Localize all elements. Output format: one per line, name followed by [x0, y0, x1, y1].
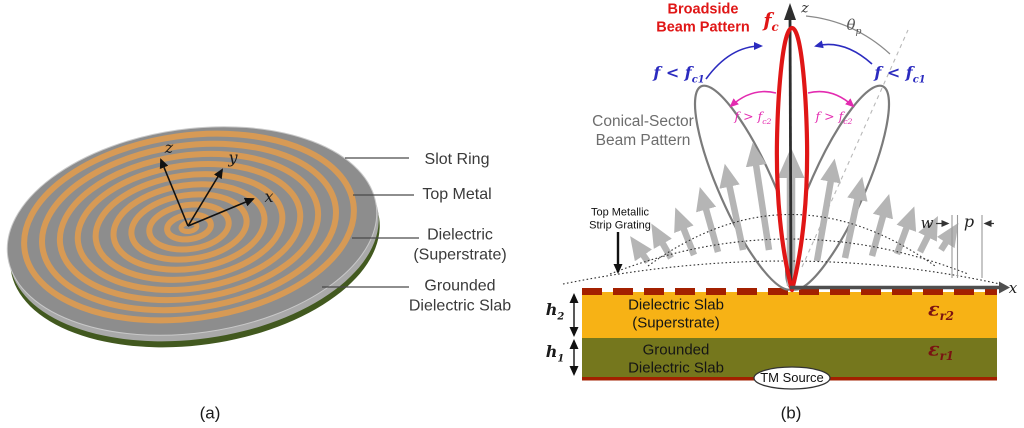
- h1-label: h1: [545, 342, 565, 365]
- wave-arrow: [893, 206, 917, 256]
- conical-sector-label: Conical-Sector Beam Pattern: [592, 113, 694, 149]
- frequency-tuning-arcs-magenta: [729, 90, 855, 108]
- slot-rings: [21, 130, 357, 324]
- callout-leader-lines: [322, 157, 419, 288]
- tm-source-label: TM Source: [760, 370, 824, 386]
- w-label: w: [920, 213, 934, 232]
- h2-label: h2: [545, 300, 565, 323]
- grounded-slab-label: Grounded Dielectric Slab: [628, 341, 724, 377]
- theta-p-arc: [805, 15, 891, 55]
- antenna-disk-3d: [6, 126, 419, 348]
- wave-arrow: [630, 236, 652, 264]
- beam-diagram: [562, 3, 1010, 390]
- wave-arrow: [651, 223, 674, 260]
- radiated-wave-arrows-left: [630, 142, 773, 264]
- f-below-fc1-left-label: f < fc1: [653, 63, 705, 86]
- superstrate-slab-label: Dielectric Slab (Superstrate): [628, 296, 724, 332]
- x-axis-label-b: x: [1008, 278, 1018, 297]
- callout-top-metal: Top Metal: [422, 186, 492, 204]
- z-axis-label-a: z: [164, 138, 174, 158]
- f-below-fc1-right-label: f < fc1: [874, 63, 926, 86]
- x-axis-label-a: x: [264, 187, 274, 207]
- wave-arrow: [696, 186, 722, 253]
- conical-beam-lobes: [693, 84, 891, 291]
- frequency-tuning-arcs-blue: [705, 40, 873, 80]
- wave-arrow: [745, 142, 773, 251]
- broadside-beam-label: Broadside Beam Pattern: [656, 1, 750, 35]
- wave-arrow: [868, 193, 893, 257]
- superstrate-slab: [582, 292, 997, 338]
- eps-r2-label: εr2: [928, 298, 954, 324]
- disk-axes: [159, 158, 255, 227]
- strip-grating-label: Top Metallic Strip Grating: [589, 206, 651, 232]
- z-axis-arrowhead: [784, 3, 796, 20]
- wave-arrow: [719, 163, 747, 251]
- y-axis-a: [187, 168, 224, 227]
- caption-a: (a): [199, 403, 221, 423]
- wave-arrow: [841, 176, 868, 259]
- z-axis-a: [159, 158, 189, 227]
- wave-arrow: [917, 216, 938, 254]
- y-axis-label-a: y: [228, 148, 238, 168]
- f-above-fc2-right-label: f > fc2: [815, 108, 853, 126]
- callout-slot-ring: Slot Ring: [424, 151, 490, 169]
- tm-source-ellipse: [753, 366, 831, 390]
- z-axis-b: [784, 3, 796, 289]
- z-axis-label-b: z: [801, 0, 809, 17]
- x-axis-a: [187, 197, 255, 227]
- caption-b: (b): [780, 403, 802, 423]
- strip-dimension-markers: [936, 215, 994, 278]
- callout-grounded-slab: Grounded Dielectric Slab: [408, 277, 512, 314]
- fc-label: fc: [763, 9, 779, 35]
- wave-arrow: [937, 222, 959, 252]
- callout-dielectric: Dielectric (Superstrate): [413, 226, 507, 263]
- eps-r1-label: εr1: [928, 338, 954, 364]
- x-axis-b: [790, 281, 1010, 294]
- broadside-lobe-outline: [774, 25, 810, 293]
- x-axis-arrowhead: [999, 281, 1010, 294]
- f-above-fc2-left-label: f > fc2: [734, 108, 772, 126]
- theta-p-label: θp: [846, 15, 862, 37]
- p-label: p: [963, 212, 975, 232]
